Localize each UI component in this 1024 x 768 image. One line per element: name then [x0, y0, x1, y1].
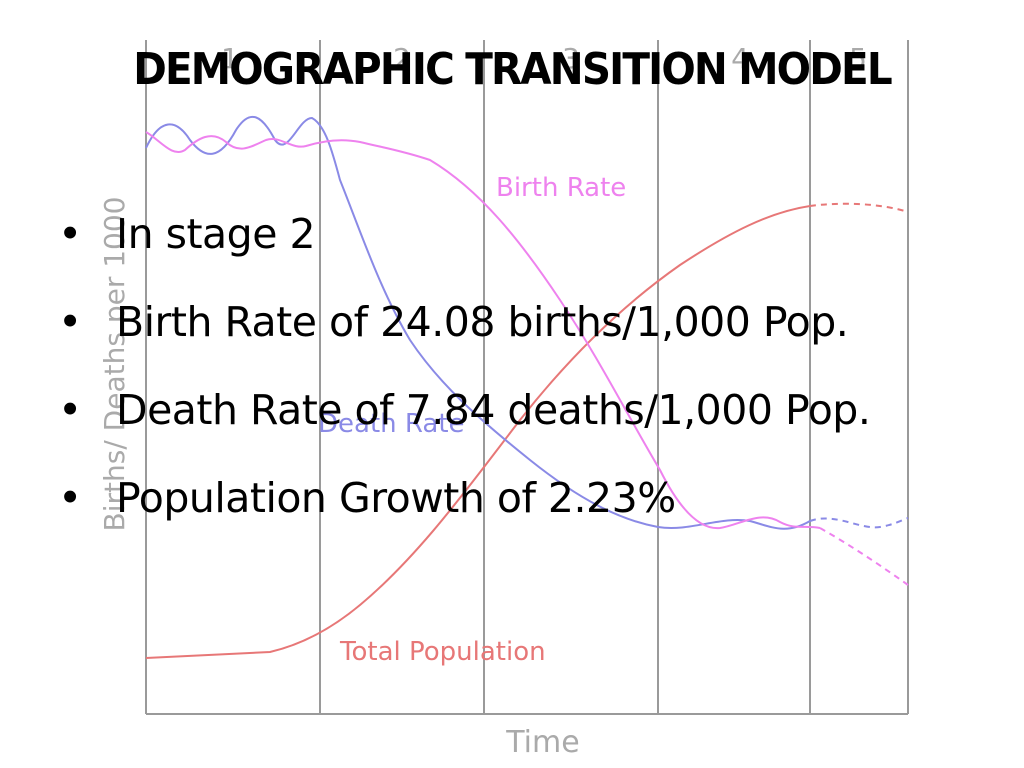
slide-title: DEMOGRAPHIC TRANSITION MODEL [133, 44, 892, 95]
x-axis-label: Time [505, 725, 579, 760]
birth-rate-label: Birth Rate [496, 173, 626, 203]
total-population-curve [145, 205, 811, 659]
stage-number-2: 2 [393, 42, 411, 75]
y-axis-label: Births/ Deaths per 1000 [98, 197, 131, 532]
birth-rate-curve [145, 131, 821, 530]
bullet-list: • In stage 2 • Birth Rate of 24.08 birth… [58, 202, 1018, 554]
bullet-text-death-rate: Death Rate of 7.84 deaths/1,000 Pop. [116, 386, 871, 434]
stage-number-1: 1 [221, 42, 239, 75]
stage-number-5: 5 [849, 42, 867, 75]
bullet-birth-rate: • Birth Rate of 24.08 births/1,000 Pop. [58, 290, 1018, 378]
bullet-marker: • [58, 386, 82, 434]
stage-number-3: 3 [562, 42, 580, 75]
bullet-marker: • [58, 210, 82, 258]
bullet-marker: • [58, 298, 82, 346]
bullet-marker: • [58, 474, 82, 522]
bullet-population-growth: • Population Growth of 2.23% [58, 466, 1018, 554]
total-population-projection [809, 202, 909, 213]
death-rate-curve [145, 115, 811, 530]
death-rate-projection [809, 517, 909, 529]
bullet-stage: • In stage 2 [58, 202, 1018, 290]
bullet-death-rate: • Death Rate of 7.84 deaths/1,000 Pop. [58, 378, 1018, 466]
total-population-label: Total Population [339, 637, 546, 667]
bullet-text-population-growth: Population Growth of 2.23% [116, 474, 676, 522]
death-rate-label: Death Rate [318, 409, 465, 439]
bullet-text-birth-rate: Birth Rate of 24.08 births/1,000 Pop. [116, 298, 849, 346]
stage-number-4: 4 [731, 42, 749, 75]
bullet-text-stage: In stage 2 [116, 210, 316, 258]
birth-rate-projection [819, 527, 909, 586]
